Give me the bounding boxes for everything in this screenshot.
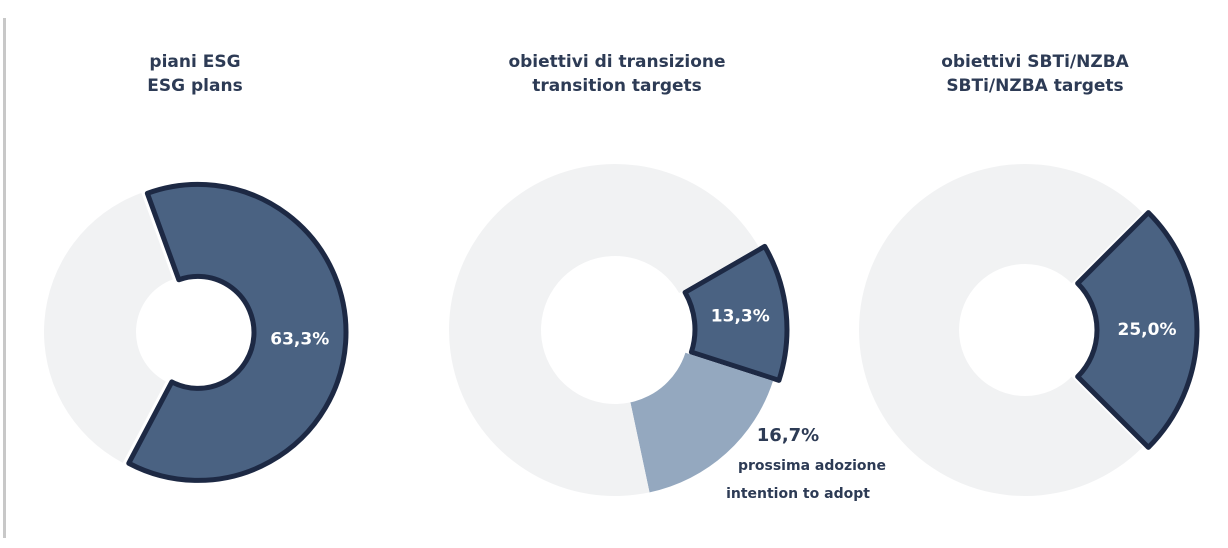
chart-subtitle: SBTi/NZBA targets (946, 76, 1123, 96)
donut-slice (448, 163, 759, 496)
donut-slice (682, 243, 790, 383)
value-label: 63,3% (270, 329, 329, 349)
left-rule (3, 18, 6, 538)
value-label: 25,0% (1118, 320, 1177, 340)
chart-subtitle: transition targets (532, 76, 702, 96)
donut-slice (126, 181, 349, 483)
value-label: 13,3% (711, 307, 770, 327)
annotation: prossima adozione (738, 458, 886, 474)
donut-slice (1075, 210, 1200, 450)
annotation: intention to adopt (726, 486, 870, 502)
chart-title: piani ESG (149, 52, 240, 72)
value-label: 16,7% (757, 425, 819, 446)
donut-slice (43, 192, 173, 463)
donut-slice (858, 164, 1143, 496)
chart-title: obiettivi di transizione (508, 52, 725, 72)
donut-slice (630, 352, 773, 493)
chart-subtitle: ESG plans (147, 76, 242, 96)
chart-title: obiettivi SBTi/NZBA (941, 52, 1129, 72)
